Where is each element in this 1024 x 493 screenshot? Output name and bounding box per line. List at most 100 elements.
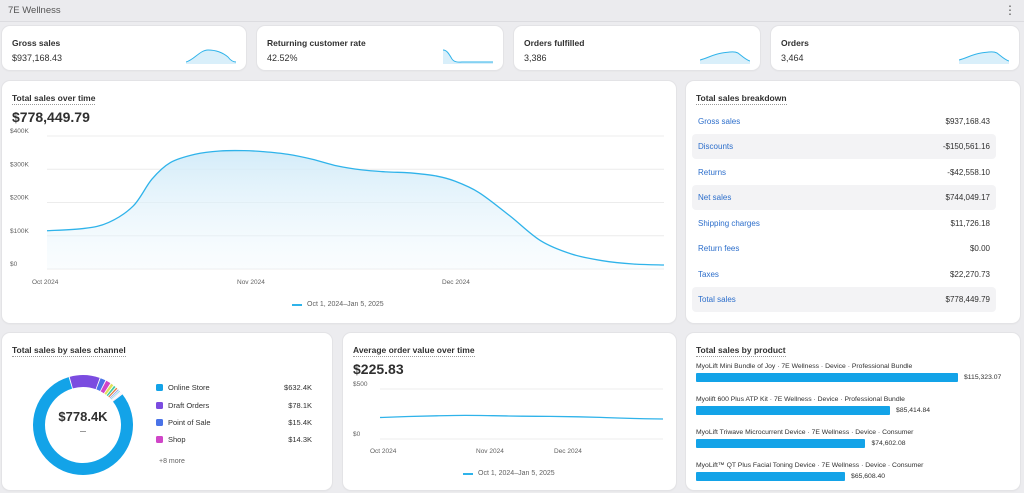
product-bar[interactable] — [696, 373, 958, 382]
legend-swatch — [463, 472, 473, 475]
kpi-card-gross-sales[interactable]: Gross sales $937,168.43 — [2, 26, 246, 70]
kpi-value: 42.52% — [267, 53, 298, 63]
breakdown-value: $0.00 — [969, 244, 990, 253]
y-tick-label: $400K — [10, 128, 29, 135]
total-sales-over-time-card: Total sales over time $778,449.79 $400K $… — [2, 81, 676, 323]
breakdown-label[interactable]: Discounts — [698, 142, 734, 151]
total-sales-value: $778,449.79 — [12, 109, 90, 125]
breakdown-row-shipping-charges: Shipping charges $11,726.18 — [692, 211, 996, 236]
total-sales-breakdown-card: Total sales breakdown Gross sales $937,16… — [686, 81, 1020, 323]
kpi-label: Orders — [781, 38, 809, 48]
donut-slice — [112, 393, 122, 402]
kpi-card-returning-customer-rate[interactable]: Returning customer rate 42.52% — [257, 26, 503, 70]
channel-label: Online Store — [168, 383, 210, 392]
kpi-label: Gross sales — [12, 38, 61, 48]
breakdown-row-discounts: Discounts -$150,561.16 — [692, 134, 996, 159]
donut-slice — [69, 375, 100, 390]
average-order-value-card: Average order value over time $225.83 $5… — [343, 333, 676, 490]
y-tick-label: $200K — [10, 195, 29, 202]
breakdown-value: -$42,558.10 — [947, 168, 990, 177]
x-tick-label: Dec 2024 — [554, 448, 582, 455]
series-line — [379, 414, 664, 420]
y-tick-label: $500 — [353, 381, 368, 388]
breakdown-row-gross-sales: Gross sales $937,168.43 — [692, 109, 996, 134]
donut-slice — [110, 390, 120, 400]
product-name: MyoLift™ QT Plus Facial Toning Device · … — [696, 462, 924, 469]
legend-dot — [156, 419, 163, 426]
product-value: $85,414.84 — [896, 407, 931, 414]
channel-label: Point of Sale — [168, 418, 211, 427]
channel-row-online-store[interactable]: Online Store $632.4K — [156, 383, 312, 392]
kpi-card-orders-fulfilled[interactable]: Orders fulfilled 3,386 — [514, 26, 760, 70]
donut-slice — [108, 387, 118, 398]
card-title: Total sales by sales channel — [12, 345, 126, 357]
breakdown-label[interactable]: Gross sales — [698, 117, 741, 126]
breakdown-label[interactable]: Shipping charges — [698, 219, 760, 228]
sales-by-channel-card: Total sales by sales channel $778.4K Onl… — [2, 333, 332, 490]
breakdown-row-return-fees: Return fees $0.00 — [692, 236, 996, 261]
x-tick-label: Dec 2024 — [442, 279, 470, 286]
donut-slice — [111, 391, 121, 401]
breakdown-row-taxes: Taxes $22,270.73 — [692, 262, 996, 287]
donut-slice — [100, 380, 111, 394]
chart-legend: Oct 1, 2024–Jan 5, 2025 — [463, 470, 555, 477]
donut-center-dash — [80, 431, 86, 432]
product-value: $74,602.08 — [871, 440, 906, 447]
product-name: Myolift 600 Plus ATP Kit · 7E Wellness ·… — [696, 396, 905, 403]
legend-dot — [156, 402, 163, 409]
kpi-value: $937,168.43 — [12, 53, 63, 63]
donut-slice — [104, 383, 114, 395]
channel-value: $632.4K — [284, 383, 312, 392]
product-bar[interactable] — [696, 472, 846, 481]
breakdown-label[interactable]: Returns — [698, 168, 727, 177]
x-tick-label: Nov 2024 — [476, 448, 504, 455]
breakdown-value: -$150,561.16 — [942, 142, 990, 151]
donut-slice — [109, 389, 119, 399]
product-bar[interactable] — [696, 439, 866, 448]
product-bar[interactable] — [696, 406, 891, 415]
breakdown-value: $744,049.17 — [945, 193, 991, 202]
breakdown-label[interactable]: Return fees — [698, 244, 740, 253]
channel-value: $78.1K — [288, 401, 312, 410]
series-line — [46, 149, 665, 266]
card-title: Average order value over time — [353, 345, 475, 357]
kpi-value: 3,464 — [781, 53, 804, 63]
x-tick-label: Oct 2024 — [370, 448, 397, 455]
more-options-icon[interactable]: ⋮ — [1004, 3, 1016, 17]
breakdown-row-net-sales: Net sales $744,049.17 — [692, 185, 996, 210]
more-channels-link[interactable]: +8 more — [159, 458, 185, 465]
kpi-card-orders[interactable]: Orders 3,464 — [771, 26, 1019, 70]
product-name: MyoLift Triwave Microcurrent Device · 7E… — [696, 429, 914, 436]
channel-donut-chart — [33, 375, 133, 475]
channel-value: $14.3K — [288, 435, 312, 444]
channel-value: $15.4K — [288, 418, 312, 427]
donut-slice — [112, 392, 122, 401]
legend-label: Oct 1, 2024–Jan 5, 2025 — [307, 301, 384, 308]
card-title: Total sales by product — [696, 345, 786, 357]
sales-by-product-card: Total sales by product MyoLift Mini Bund… — [686, 333, 1020, 490]
product-value: $115,323.07 — [964, 374, 1002, 381]
breakdown-value: $11,726.18 — [950, 219, 990, 228]
donut-slice — [106, 385, 116, 397]
total-sales-chart: $400K $300K $200K $100K $0 Oct 2024 Nov 2024 De… — [10, 128, 665, 286]
breakdown-label[interactable]: Total sales — [698, 295, 736, 304]
legend-dot — [156, 436, 163, 443]
legend-label: Oct 1, 2024–Jan 5, 2025 — [478, 470, 555, 477]
channel-label: Draft Orders — [168, 401, 210, 410]
breakdown-value: $778,449.79 — [945, 295, 991, 304]
x-tick-label: Oct 2024 — [32, 279, 59, 286]
card-title: Total sales over time — [12, 93, 96, 105]
sparkline-icon — [186, 49, 236, 64]
breakdown-label[interactable]: Taxes — [698, 270, 719, 279]
product-value: $65,608.40 — [851, 473, 886, 480]
y-tick-label: $300K — [10, 161, 29, 168]
channel-row-draft-orders[interactable]: Draft Orders $78.1K — [156, 401, 312, 410]
channel-row-point-of-sale[interactable]: Point of Sale $15.4K — [156, 418, 312, 427]
chart-legend: Oct 1, 2024–Jan 5, 2025 — [292, 301, 384, 308]
legend-swatch — [292, 303, 302, 306]
y-tick-label: $100K — [10, 228, 29, 235]
top-bar: 7E Wellness ⋮ — [0, 0, 1024, 22]
channel-row-shop[interactable]: Shop $14.3K — [156, 435, 312, 444]
sparkline-icon — [959, 51, 1009, 64]
breakdown-label[interactable]: Net sales — [698, 193, 732, 202]
